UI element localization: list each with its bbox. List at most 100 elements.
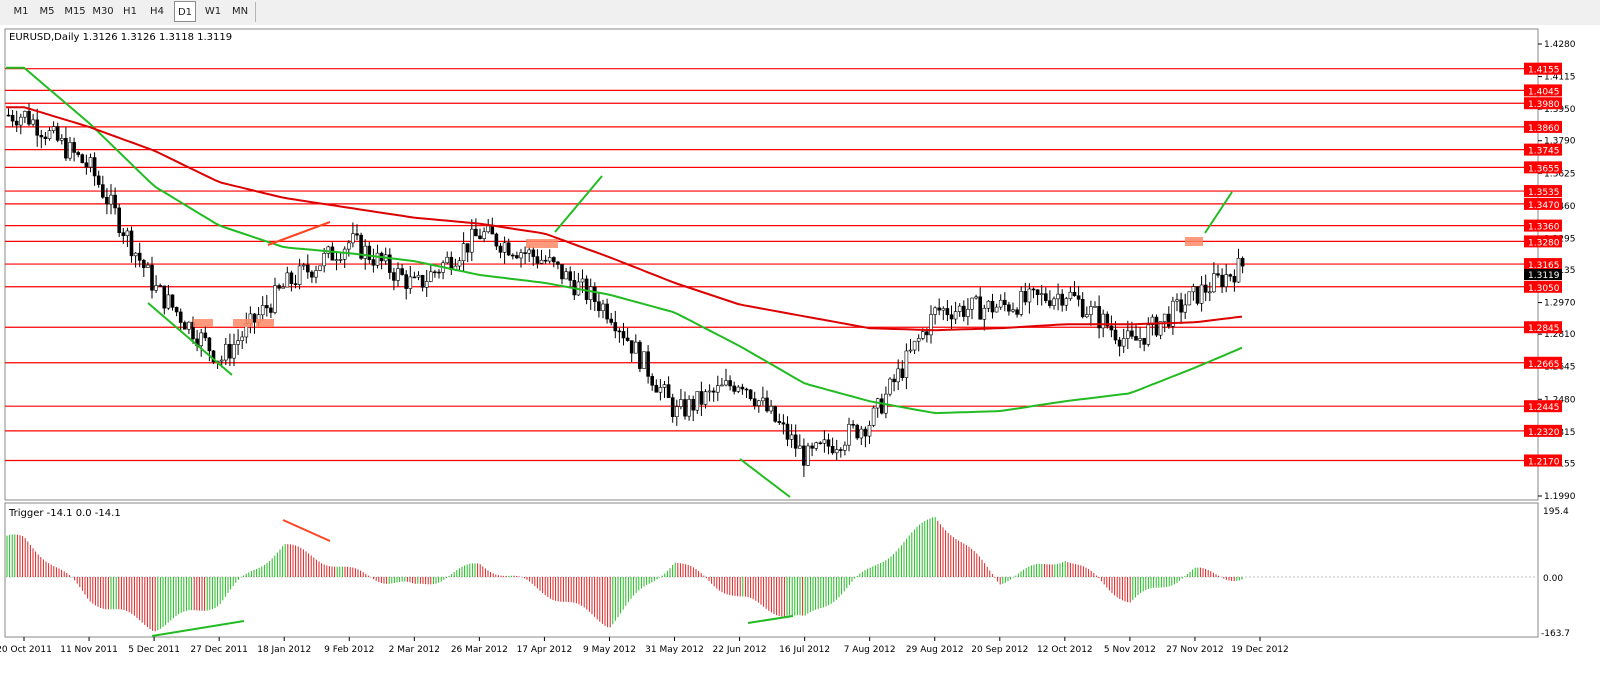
candle-body [1134, 336, 1138, 341]
candle-body [802, 445, 806, 466]
candle-body [125, 230, 130, 237]
candle-body [793, 434, 798, 449]
candle-body [925, 331, 929, 336]
candle-body [1056, 293, 1060, 300]
candle-body [437, 271, 441, 274]
timeframe-m1-button[interactable]: M1 [13, 6, 29, 17]
indicator-trend-line [151, 620, 245, 637]
candle-body [322, 253, 327, 267]
timeframe-m30-button[interactable]: M30 [92, 6, 114, 17]
candle-body [273, 285, 277, 313]
candle-body [535, 256, 540, 264]
candle-body [43, 136, 48, 140]
candle-body [888, 378, 892, 395]
candle-body [687, 399, 691, 417]
candle-body [330, 246, 335, 261]
level-label: 1.3980 [1528, 100, 1560, 110]
candle-body [961, 305, 966, 317]
candle-body [978, 296, 983, 320]
timeframe-w1-button[interactable]: W1 [204, 6, 222, 17]
candle-body [970, 297, 974, 310]
candle-body [1076, 295, 1081, 300]
candle-body [59, 138, 64, 141]
candle-body [482, 231, 486, 240]
candle-body [367, 245, 372, 260]
candle-body [568, 271, 573, 281]
candle-body [1093, 306, 1097, 308]
candle-body [96, 175, 101, 185]
level-label: 1.3280 [1528, 238, 1560, 248]
candle-body [1089, 306, 1093, 315]
candle-body [920, 331, 925, 339]
candle-body [1117, 339, 1122, 347]
ma-green-line [6, 66, 1243, 415]
candle-body [814, 442, 819, 449]
candle-body [605, 303, 609, 320]
candle-body [113, 194, 117, 209]
candle-body [527, 249, 532, 254]
candle-body [359, 234, 363, 259]
chart-area[interactable]: 1.42801.41151.39501.37901.36251.34601.32… [0, 25, 1600, 673]
candle-body [424, 281, 429, 288]
candle-body [781, 422, 786, 425]
candle-body [638, 341, 642, 369]
candle-body [941, 308, 946, 311]
annotations [147, 175, 1233, 498]
time-tick-label: 22 Jun 2012 [713, 645, 767, 655]
timeframe-mn-button[interactable]: MN [231, 6, 249, 17]
candle-body [560, 264, 564, 280]
candle-body [27, 111, 31, 125]
candle-body [1195, 286, 1200, 304]
candle-body [371, 259, 376, 266]
candle-body [1183, 304, 1187, 313]
candle-body [1158, 321, 1163, 336]
price-tick-label: 1.4280 [1544, 40, 1576, 50]
level-label: 1.3745 [1528, 147, 1560, 157]
candle-body [39, 134, 44, 138]
candle-body [1203, 284, 1208, 293]
candle-body [695, 391, 700, 411]
candle-body [674, 406, 679, 418]
candle-body [1060, 293, 1064, 306]
trend-line [1204, 191, 1233, 234]
candle-body [1171, 300, 1175, 327]
level-label: 1.4045 [1528, 87, 1560, 97]
candle-body [14, 120, 19, 126]
candle-body [137, 252, 142, 261]
timeframe-m5-button[interactable]: M5 [39, 6, 55, 17]
level-label-bg [1524, 356, 1562, 369]
candle-body [404, 274, 409, 289]
candle-body [1048, 300, 1052, 306]
candle-body [55, 126, 60, 141]
candle-body [1039, 293, 1044, 295]
candle-body [1035, 289, 1040, 295]
timeframe-d1-button[interactable]: D1 [174, 1, 196, 22]
candle-body [1113, 329, 1118, 341]
candle-body [1080, 299, 1085, 318]
candle-body [80, 154, 85, 164]
timeframe-m15-button[interactable]: M15 [64, 6, 86, 17]
timeframe-h4-button[interactable]: H4 [150, 6, 164, 17]
level-label: 1.3165 [1528, 261, 1560, 271]
candle-body [490, 225, 495, 235]
current-price-label: 1.3119 [1528, 271, 1560, 281]
time-tick-label: 27 Dec 2011 [190, 645, 248, 655]
candle-body [892, 378, 896, 383]
candle-body [105, 196, 109, 205]
candle-body [629, 340, 634, 354]
level-label-bg [1524, 185, 1562, 198]
timeframe-h1-button[interactable]: H1 [123, 6, 137, 17]
candle-body [998, 299, 1003, 308]
candle-body [64, 138, 68, 159]
candle-body [277, 285, 281, 289]
level-label-bg [1524, 143, 1562, 156]
candle-body [416, 275, 421, 278]
candle-body [806, 445, 810, 466]
time-tick-label: 5 Dec 2011 [128, 645, 180, 655]
level-label-bg [1524, 258, 1562, 271]
candle-body [133, 252, 138, 257]
candle-body [10, 114, 15, 122]
time-tick-label: 17 Apr 2012 [517, 645, 573, 655]
candle-body [162, 285, 167, 309]
candle-body [929, 314, 933, 336]
